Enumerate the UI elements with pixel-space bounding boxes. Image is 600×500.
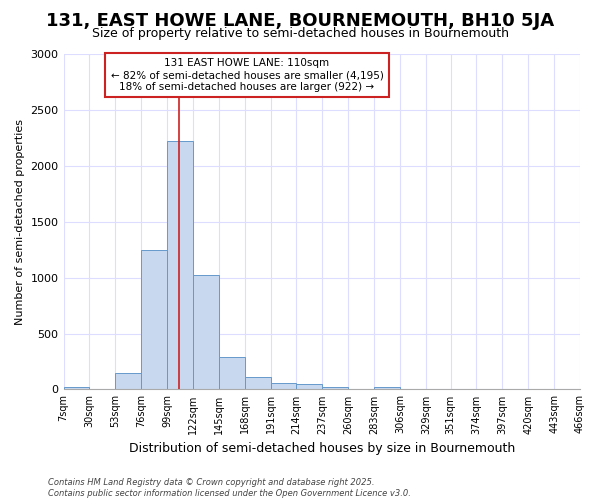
Bar — [296, 384, 322, 390]
Text: Size of property relative to semi-detached houses in Bournemouth: Size of property relative to semi-detach… — [91, 28, 509, 40]
Bar — [271, 384, 296, 390]
Bar — [374, 386, 400, 390]
Bar — [167, 140, 193, 390]
Bar — [193, 275, 219, 390]
Y-axis label: Number of semi-detached properties: Number of semi-detached properties — [15, 118, 25, 324]
Text: 131, EAST HOWE LANE, BOURNEMOUTH, BH10 5JA: 131, EAST HOWE LANE, BOURNEMOUTH, BH10 5… — [46, 12, 554, 30]
Bar — [115, 372, 141, 390]
X-axis label: Distribution of semi-detached houses by size in Bournemouth: Distribution of semi-detached houses by … — [128, 442, 515, 455]
Text: 131 EAST HOWE LANE: 110sqm
← 82% of semi-detached houses are smaller (4,195)
18%: 131 EAST HOWE LANE: 110sqm ← 82% of semi… — [110, 58, 383, 92]
Bar — [322, 386, 348, 390]
Bar — [245, 376, 271, 390]
Bar — [219, 357, 245, 390]
Bar — [141, 250, 167, 390]
Bar — [64, 387, 89, 390]
Text: Contains HM Land Registry data © Crown copyright and database right 2025.
Contai: Contains HM Land Registry data © Crown c… — [48, 478, 411, 498]
